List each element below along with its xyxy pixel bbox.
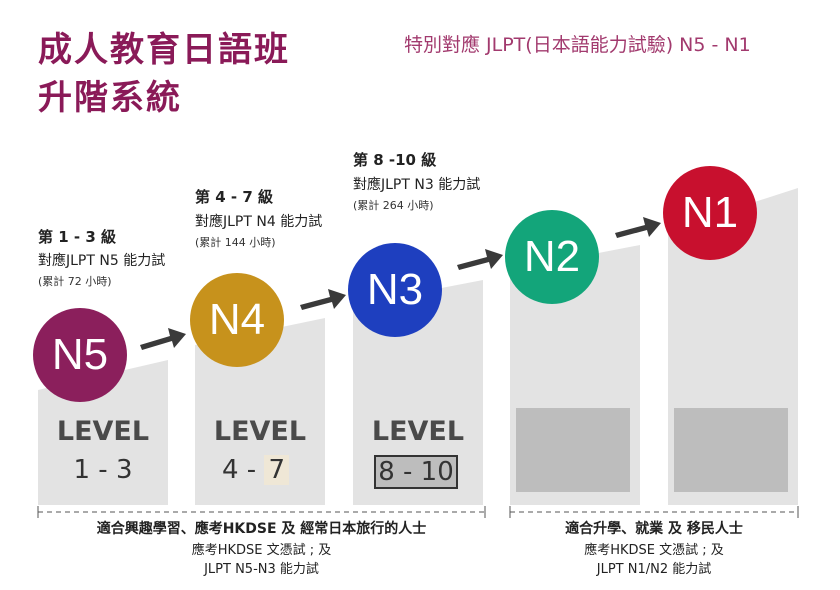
level-range-n5: 1 - 3	[73, 455, 133, 485]
arrow-icon-1	[140, 328, 186, 350]
level-n4-hours: (累計 144 小時)	[195, 236, 276, 249]
level-n5-heading: 第 1 - 3 級	[38, 228, 116, 246]
level-range-n4-start: 4 -	[222, 455, 257, 485]
level-n4-heading: 第 4 - 7 級	[195, 188, 273, 206]
step-column-n3	[353, 280, 483, 505]
badge-n5: N5	[33, 308, 127, 402]
level-range-n3: 8 - 10	[374, 455, 458, 489]
group-beginner-line2: JLPT N5-N3 能力試	[204, 562, 319, 577]
arrow-icon-2	[300, 289, 346, 310]
subtitle: 特別對應 JLPT(日本語能力試驗) N5 - N1	[404, 34, 751, 56]
group-beginner-title: 適合興趣學習、應考HKDSE 及 經常日本旅行的人士	[96, 521, 427, 537]
level-n3-heading: 第 8 -10 級	[353, 151, 437, 169]
page-title-line2: 升階系統	[38, 78, 182, 118]
level-n4-jlpt: 對應JLPT N4 能力試	[195, 214, 323, 230]
n2-placeholder-box	[516, 408, 630, 492]
badge-n1: N1	[663, 166, 757, 260]
level-n5-hours: (累計 72 小時)	[38, 275, 112, 288]
level-word-n3: LEVEL	[371, 416, 465, 447]
badge-n4: N4	[190, 273, 284, 367]
badge-n3: N3	[348, 243, 442, 337]
arrow-icon-4	[615, 217, 661, 238]
arrow-icon-3	[457, 249, 503, 270]
level-range-n4: 4 - 7	[222, 455, 290, 485]
level-range-n4-end: 7	[264, 455, 290, 485]
group-beginner-line1: 應考HKDSE 文憑試 ; 及	[191, 543, 332, 558]
group-advanced-line1: 應考HKDSE 文憑試 ; 及	[584, 543, 724, 558]
badge-n2: N2	[505, 210, 599, 304]
group-advanced-title: 適合升學、就業 及 移民人士	[565, 521, 743, 537]
page-title: 成人教育日語班	[38, 30, 290, 70]
group-advanced-line2: JLPT N1/N2 能力試	[596, 562, 712, 577]
level-word-n5: LEVEL	[56, 416, 150, 447]
level-word-n4: LEVEL	[213, 416, 307, 447]
level-n3-hours: (累計 264 小時)	[353, 199, 434, 212]
level-n5-jlpt: 對應JLPT N5 能力試	[38, 253, 166, 269]
level-n3-jlpt: 對應JLPT N3 能力試	[353, 177, 481, 193]
n1-placeholder-box	[674, 408, 788, 492]
